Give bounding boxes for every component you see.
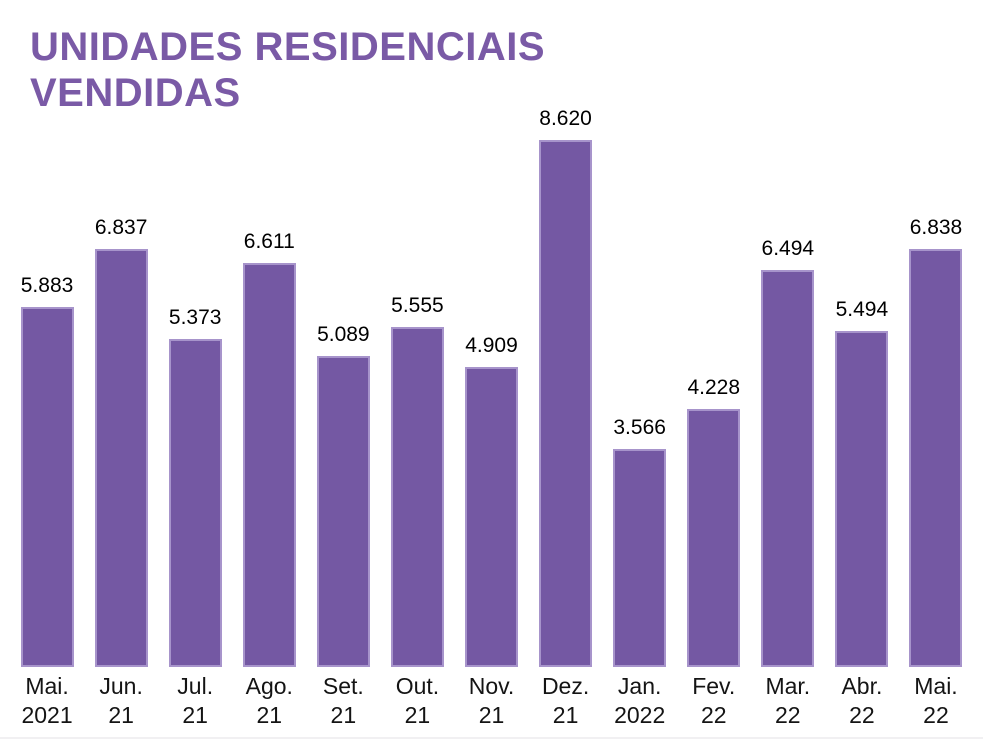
x-axis-label: Abr. 22 [825, 672, 899, 730]
bar-value-label: 5.883 [20, 274, 74, 297]
bar [168, 339, 222, 667]
x-axis-label-month: Nov. [468, 673, 515, 699]
bar-value-label: 4.909 [465, 334, 518, 357]
x-axis-label-year: 21 [478, 702, 505, 728]
x-axis-label-month: Set. [322, 673, 364, 699]
x-axis-label: Mar. 22 [751, 672, 825, 730]
chart-title: UNIDADES RESIDENCIAIS VENDIDAS [30, 24, 545, 116]
bar-column: 4.909 [454, 334, 528, 667]
bar-value-label: 5.494 [835, 298, 889, 321]
bar [761, 270, 815, 667]
x-axis-label-month: Dez. [541, 673, 590, 699]
x-axis-label: Out. 21 [380, 672, 454, 730]
bar-value-label: 3.566 [613, 416, 666, 439]
x-axis-label: Jan. 2022 [603, 672, 677, 730]
x-axis-label: Mai. 2021 [10, 672, 84, 730]
bar [390, 327, 444, 667]
bar-column: 4.228 [677, 376, 751, 667]
x-axis-label: Jun. 21 [84, 672, 158, 730]
bar-column: 3.566 [603, 416, 677, 667]
x-axis: Mai. 2021 Jun. 21 Jul. 21 Ago. 21 Set. 2… [10, 672, 973, 730]
bar [242, 263, 296, 667]
bar [316, 356, 370, 667]
chart-title-line1: UNIDADES RESIDENCIAIS [30, 25, 546, 69]
bar [539, 140, 593, 667]
bar-column: 5.555 [380, 294, 454, 667]
x-axis-label-year: 22 [700, 702, 727, 728]
bar [835, 331, 889, 667]
x-axis-label-year: 21 [404, 702, 431, 728]
x-axis-label: Nov. 21 [454, 672, 528, 730]
bar-column: 5.494 [825, 298, 899, 667]
bar-column: 8.620 [529, 107, 603, 667]
bottom-divider [0, 737, 983, 739]
x-axis-label-year: 21 [330, 702, 357, 728]
bar-column: 6.838 [899, 216, 973, 667]
bar-chart: 5.883 6.837 5.373 6.611 5.089 5.555 4.90… [10, 100, 973, 667]
x-axis-label-month: Jun. [99, 673, 143, 699]
x-axis-label: Ago. 21 [232, 672, 306, 730]
bar [20, 307, 74, 667]
bar [94, 249, 148, 667]
bar [687, 409, 741, 667]
x-axis-label-month: Out. [395, 673, 440, 699]
bar-column: 6.494 [751, 237, 825, 667]
bar-value-label: 4.228 [687, 376, 741, 399]
x-axis-label-year: 22 [775, 702, 801, 728]
x-axis-label-year: 21 [182, 702, 208, 728]
x-axis-label-year: 2021 [21, 702, 73, 728]
x-axis-label-year: 22 [923, 702, 949, 728]
bar-value-label: 6.611 [243, 230, 295, 253]
bar-value-label: 5.555 [391, 294, 444, 317]
bar-column: 5.883 [10, 274, 84, 667]
bar-column: 5.089 [306, 323, 380, 667]
bar [465, 367, 518, 667]
x-axis-label: Fev. 22 [677, 672, 751, 730]
x-axis-label-month: Jul. [177, 673, 214, 699]
bar [909, 249, 963, 667]
x-axis-label-year: 21 [108, 702, 134, 728]
bar-value-label: 5.373 [168, 306, 222, 329]
x-axis-label-year: 21 [256, 702, 283, 728]
bar-column: 6.611 [232, 230, 306, 667]
bar [613, 449, 667, 667]
x-axis-label-year: 2022 [614, 702, 666, 728]
x-axis-label: Jul. 21 [158, 672, 232, 730]
x-axis-label-month: Abr. [841, 673, 883, 699]
x-axis-label-year: 22 [849, 702, 875, 728]
bar-value-label: 8.620 [539, 107, 592, 130]
bar-column: 6.837 [84, 216, 158, 667]
x-axis-label: Mai. 22 [899, 672, 973, 730]
x-axis-label-year: 21 [552, 702, 579, 728]
bar-value-label: 6.838 [909, 216, 963, 239]
x-axis-label-month: Mar. [765, 673, 811, 699]
chart-title-line2: VENDIDAS [30, 71, 241, 115]
x-axis-label-month: Jan. [617, 673, 662, 699]
x-axis-label-month: Mai. [25, 673, 69, 699]
x-axis-label-month: Mai. [914, 673, 958, 699]
x-axis-label: Set. 21 [306, 672, 380, 730]
x-axis-label: Dez. 21 [529, 672, 603, 730]
x-axis-label-month: Ago. [245, 673, 293, 699]
x-axis-label-month: Fev. [692, 673, 736, 699]
bar-value-label: 6.837 [94, 216, 148, 239]
bar-value-label: 6.494 [761, 237, 815, 260]
bar-column: 5.373 [158, 306, 232, 667]
bar-value-label: 5.089 [317, 323, 370, 346]
